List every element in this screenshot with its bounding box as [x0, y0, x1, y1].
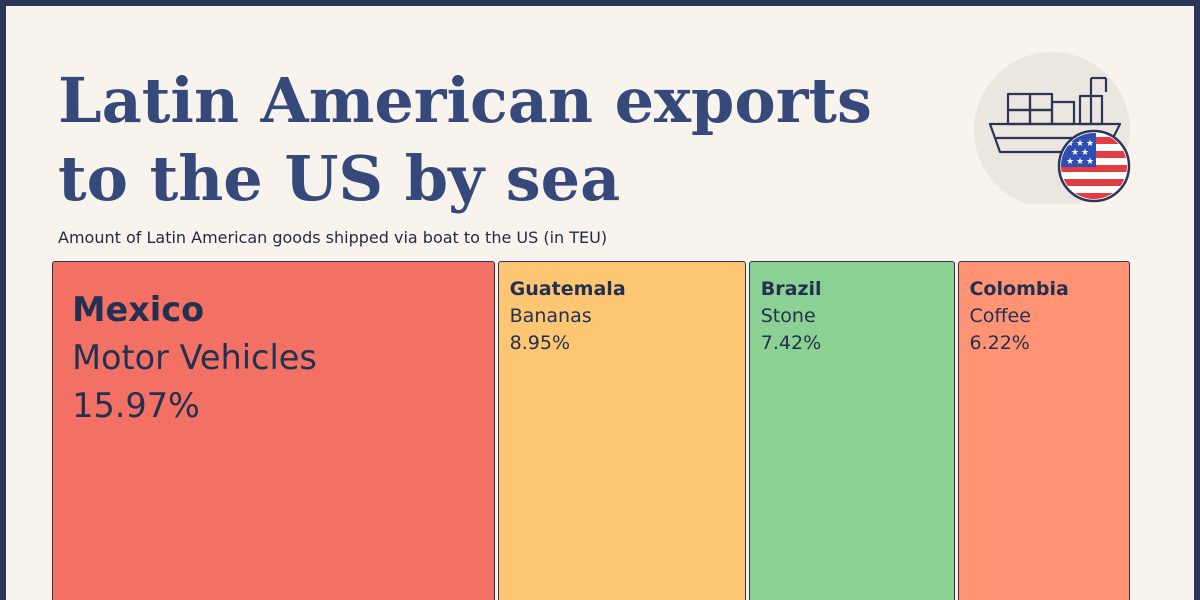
- tile-guatemala: Guatemala Bananas 8.95%: [497, 261, 746, 600]
- svg-text:★: ★: [1066, 139, 1074, 149]
- tile-product-label: Bananas: [509, 304, 592, 327]
- tile-country-label: Mexico: [72, 289, 205, 329]
- tile-mexico: Mexico Motor Vehicles 15.97%: [52, 261, 495, 600]
- tile-country-label: Brazil: [760, 277, 822, 300]
- svg-text:★: ★: [1086, 157, 1094, 167]
- chart-subtitle: Amount of Latin American goods shipped v…: [58, 228, 608, 247]
- svg-text:★: ★: [1076, 139, 1084, 149]
- tile-share-label: 15.97%: [72, 385, 200, 425]
- tile-product-label: Coffee: [969, 304, 1031, 327]
- svg-text:★: ★: [1066, 157, 1074, 167]
- tile-country-label: Colombia: [969, 277, 1069, 300]
- tile-brazil: Brazil Stone 7.42%: [748, 261, 955, 600]
- tile-product-label: Stone: [760, 304, 816, 327]
- svg-text:★: ★: [1076, 157, 1084, 167]
- cargo-ship-with-us-flag-icon: ★ ★ ★ ★ ★ ★ ★ ★: [974, 52, 1131, 204]
- tile-colombia: Colombia Coffee 6.22%: [957, 261, 1130, 600]
- svg-text:★: ★: [1081, 148, 1089, 158]
- tile-share-label: 6.22%: [969, 332, 1030, 354]
- tile-country-label: Guatemala: [509, 277, 626, 300]
- svg-text:★: ★: [1071, 148, 1079, 158]
- svg-text:★: ★: [1086, 139, 1094, 149]
- tile-share-label: 7.42%: [760, 332, 822, 354]
- tile-share-label: 8.95%: [509, 332, 571, 354]
- tile-product-label: Motor Vehicles: [72, 337, 317, 377]
- chart-title: Latin American exports to the US by sea: [58, 64, 872, 215]
- us-flag: ★ ★ ★ ★ ★ ★ ★ ★: [1057, 129, 1131, 203]
